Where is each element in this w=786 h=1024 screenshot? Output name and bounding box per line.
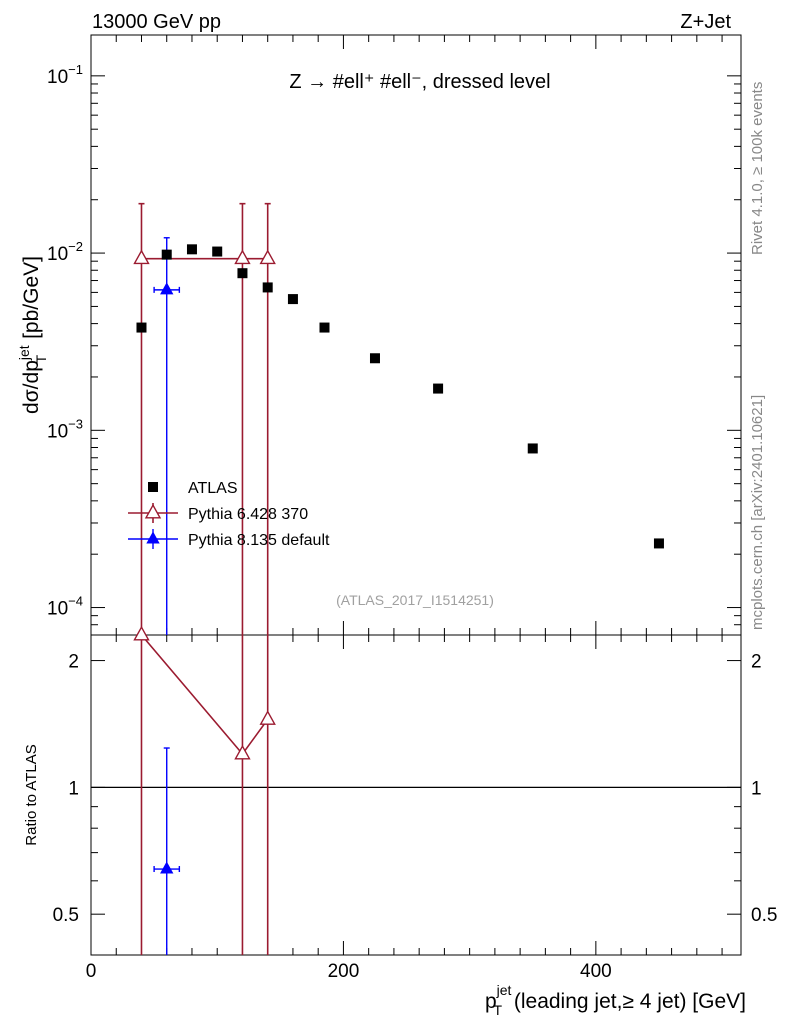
main-title: Z → #ell⁺ #ell⁻, dressed level	[289, 71, 550, 93]
main-ylabel-sup: jet	[16, 345, 32, 361]
pythia6-main-point	[259, 249, 276, 265]
ratio-ylabel: Ratio to ATLAS	[23, 744, 40, 845]
main-y-tick-label: 10−3	[47, 416, 83, 442]
atlas-data-point	[186, 244, 197, 255]
ratio-panel-frame	[90, 634, 742, 956]
main-y-tick-exp: −3	[68, 416, 83, 431]
atlas-data-point	[527, 443, 538, 454]
atlas-data-point	[319, 322, 330, 333]
pythia6-main-point	[133, 249, 150, 265]
main-y-tick-exp: −2	[68, 239, 83, 254]
ratio-y-tick-label-left: 0.5	[53, 905, 79, 926]
main-ylabel-sub: T	[33, 354, 49, 363]
main-y-tick-mantissa: 10	[47, 244, 68, 265]
atlas-data-point	[369, 353, 380, 364]
header-left: 13000 GeV pp	[92, 11, 221, 33]
main-y-tick-mantissa: 10	[47, 67, 68, 88]
legend-label: ATLAS	[188, 480, 238, 497]
legend-atlas-marker	[148, 482, 158, 492]
x-tick-label: 200	[328, 961, 360, 982]
atlas-data-point	[433, 383, 444, 394]
xlabel-sup: jet	[496, 982, 512, 998]
ratio-y-tick-label-left: 2	[68, 652, 79, 673]
atlas-data-point	[653, 538, 664, 549]
pythia8-main-point	[160, 282, 174, 295]
main-y-tick-exp: −4	[68, 594, 83, 609]
main-y-tick-label: 10−2	[47, 239, 83, 265]
legend-pythia8-marker	[146, 531, 160, 544]
main-ylabel: dσ/dpjetT [pb/GeV]	[16, 256, 49, 414]
atlas-data-point	[161, 249, 172, 260]
legend-pythia6-marker	[144, 503, 162, 519]
atlas-data-point	[262, 282, 273, 293]
x-axis-label: pjet T (leading jet,≥ 4 jet) [GeV]	[485, 982, 746, 1018]
x-tick-label: 400	[580, 961, 612, 982]
ratio-y-tick-label-left: 1	[68, 778, 79, 799]
xlabel-sub: T	[493, 1002, 502, 1018]
pythia6-ratio-point	[133, 625, 150, 641]
pythia8-ratio-point	[160, 861, 174, 874]
xlabel-pre: p	[485, 990, 497, 1013]
main-y-tick-exp: −1	[68, 62, 83, 77]
ratio-y-tick-label-right: 2	[751, 652, 762, 673]
legend-label: Pythia 8.135 default	[188, 532, 330, 549]
x-tick-label: 0	[86, 961, 97, 982]
legend-label: Pythia 6.428 370	[188, 506, 308, 523]
main-y-tick-label: 10−1	[47, 62, 83, 88]
side-label-top: Rivet 4.1.0, ≥ 100k events	[749, 82, 766, 255]
atlas-data-point	[136, 322, 147, 333]
side-label-bottom: mcplots.cern.ch [arXiv:2401.10621]	[749, 395, 766, 630]
ratio-y-tick-label-right: 0.5	[751, 905, 777, 926]
xlabel-post: (leading jet,≥ 4 jet) [GeV]	[508, 990, 746, 1013]
pythia6-ratio-line	[140, 634, 269, 756]
atlas-data-point	[287, 294, 298, 305]
pythia6-ratio-point	[234, 744, 251, 760]
pythia6-main-point	[234, 249, 251, 265]
main-y-tick-mantissa: 10	[47, 421, 68, 442]
main-ylabel-post: [pb/GeV]	[20, 256, 43, 345]
main-y-tick-label: 10−4	[47, 594, 83, 620]
atlas-data-point	[212, 246, 223, 257]
ratio-y-tick-label-right: 1	[751, 778, 762, 799]
pythia6-ratio-point	[259, 710, 276, 725]
main-y-tick-mantissa: 10	[47, 599, 68, 620]
header-right: Z+Jet	[680, 11, 731, 33]
main-ylabel-pre: dσ/dp	[20, 360, 43, 414]
watermark: (ATLAS_2017_I1514251)	[336, 592, 494, 608]
atlas-data-point	[237, 268, 248, 279]
